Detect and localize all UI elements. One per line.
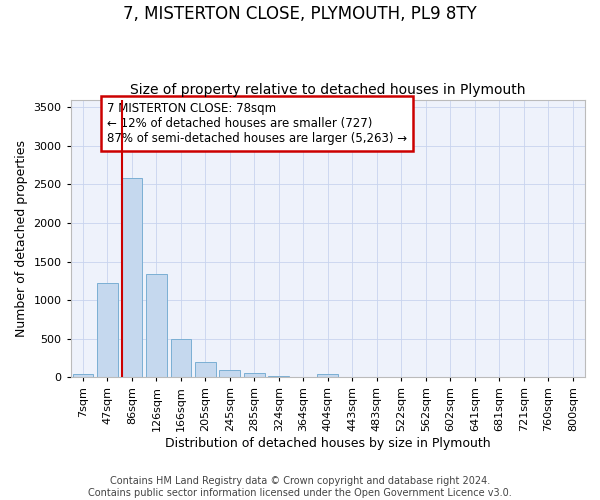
Bar bbox=[122, 178, 142, 378]
Text: Contains HM Land Registry data © Crown copyright and database right 2024.
Contai: Contains HM Land Registry data © Crown c… bbox=[88, 476, 512, 498]
Y-axis label: Number of detached properties: Number of detached properties bbox=[15, 140, 28, 337]
Bar bbox=[73, 374, 94, 378]
Bar bbox=[268, 376, 289, 378]
Text: 7 MISTERTON CLOSE: 78sqm
← 12% of detached houses are smaller (727)
87% of semi-: 7 MISTERTON CLOSE: 78sqm ← 12% of detach… bbox=[107, 102, 407, 146]
Bar bbox=[170, 339, 191, 378]
Bar bbox=[220, 370, 241, 378]
Bar bbox=[317, 374, 338, 378]
Title: Size of property relative to detached houses in Plymouth: Size of property relative to detached ho… bbox=[130, 83, 526, 97]
Bar bbox=[146, 274, 167, 378]
Text: 7, MISTERTON CLOSE, PLYMOUTH, PL9 8TY: 7, MISTERTON CLOSE, PLYMOUTH, PL9 8TY bbox=[123, 5, 477, 23]
Bar bbox=[195, 362, 216, 378]
Bar bbox=[244, 373, 265, 378]
Bar bbox=[97, 284, 118, 378]
X-axis label: Distribution of detached houses by size in Plymouth: Distribution of detached houses by size … bbox=[165, 437, 491, 450]
